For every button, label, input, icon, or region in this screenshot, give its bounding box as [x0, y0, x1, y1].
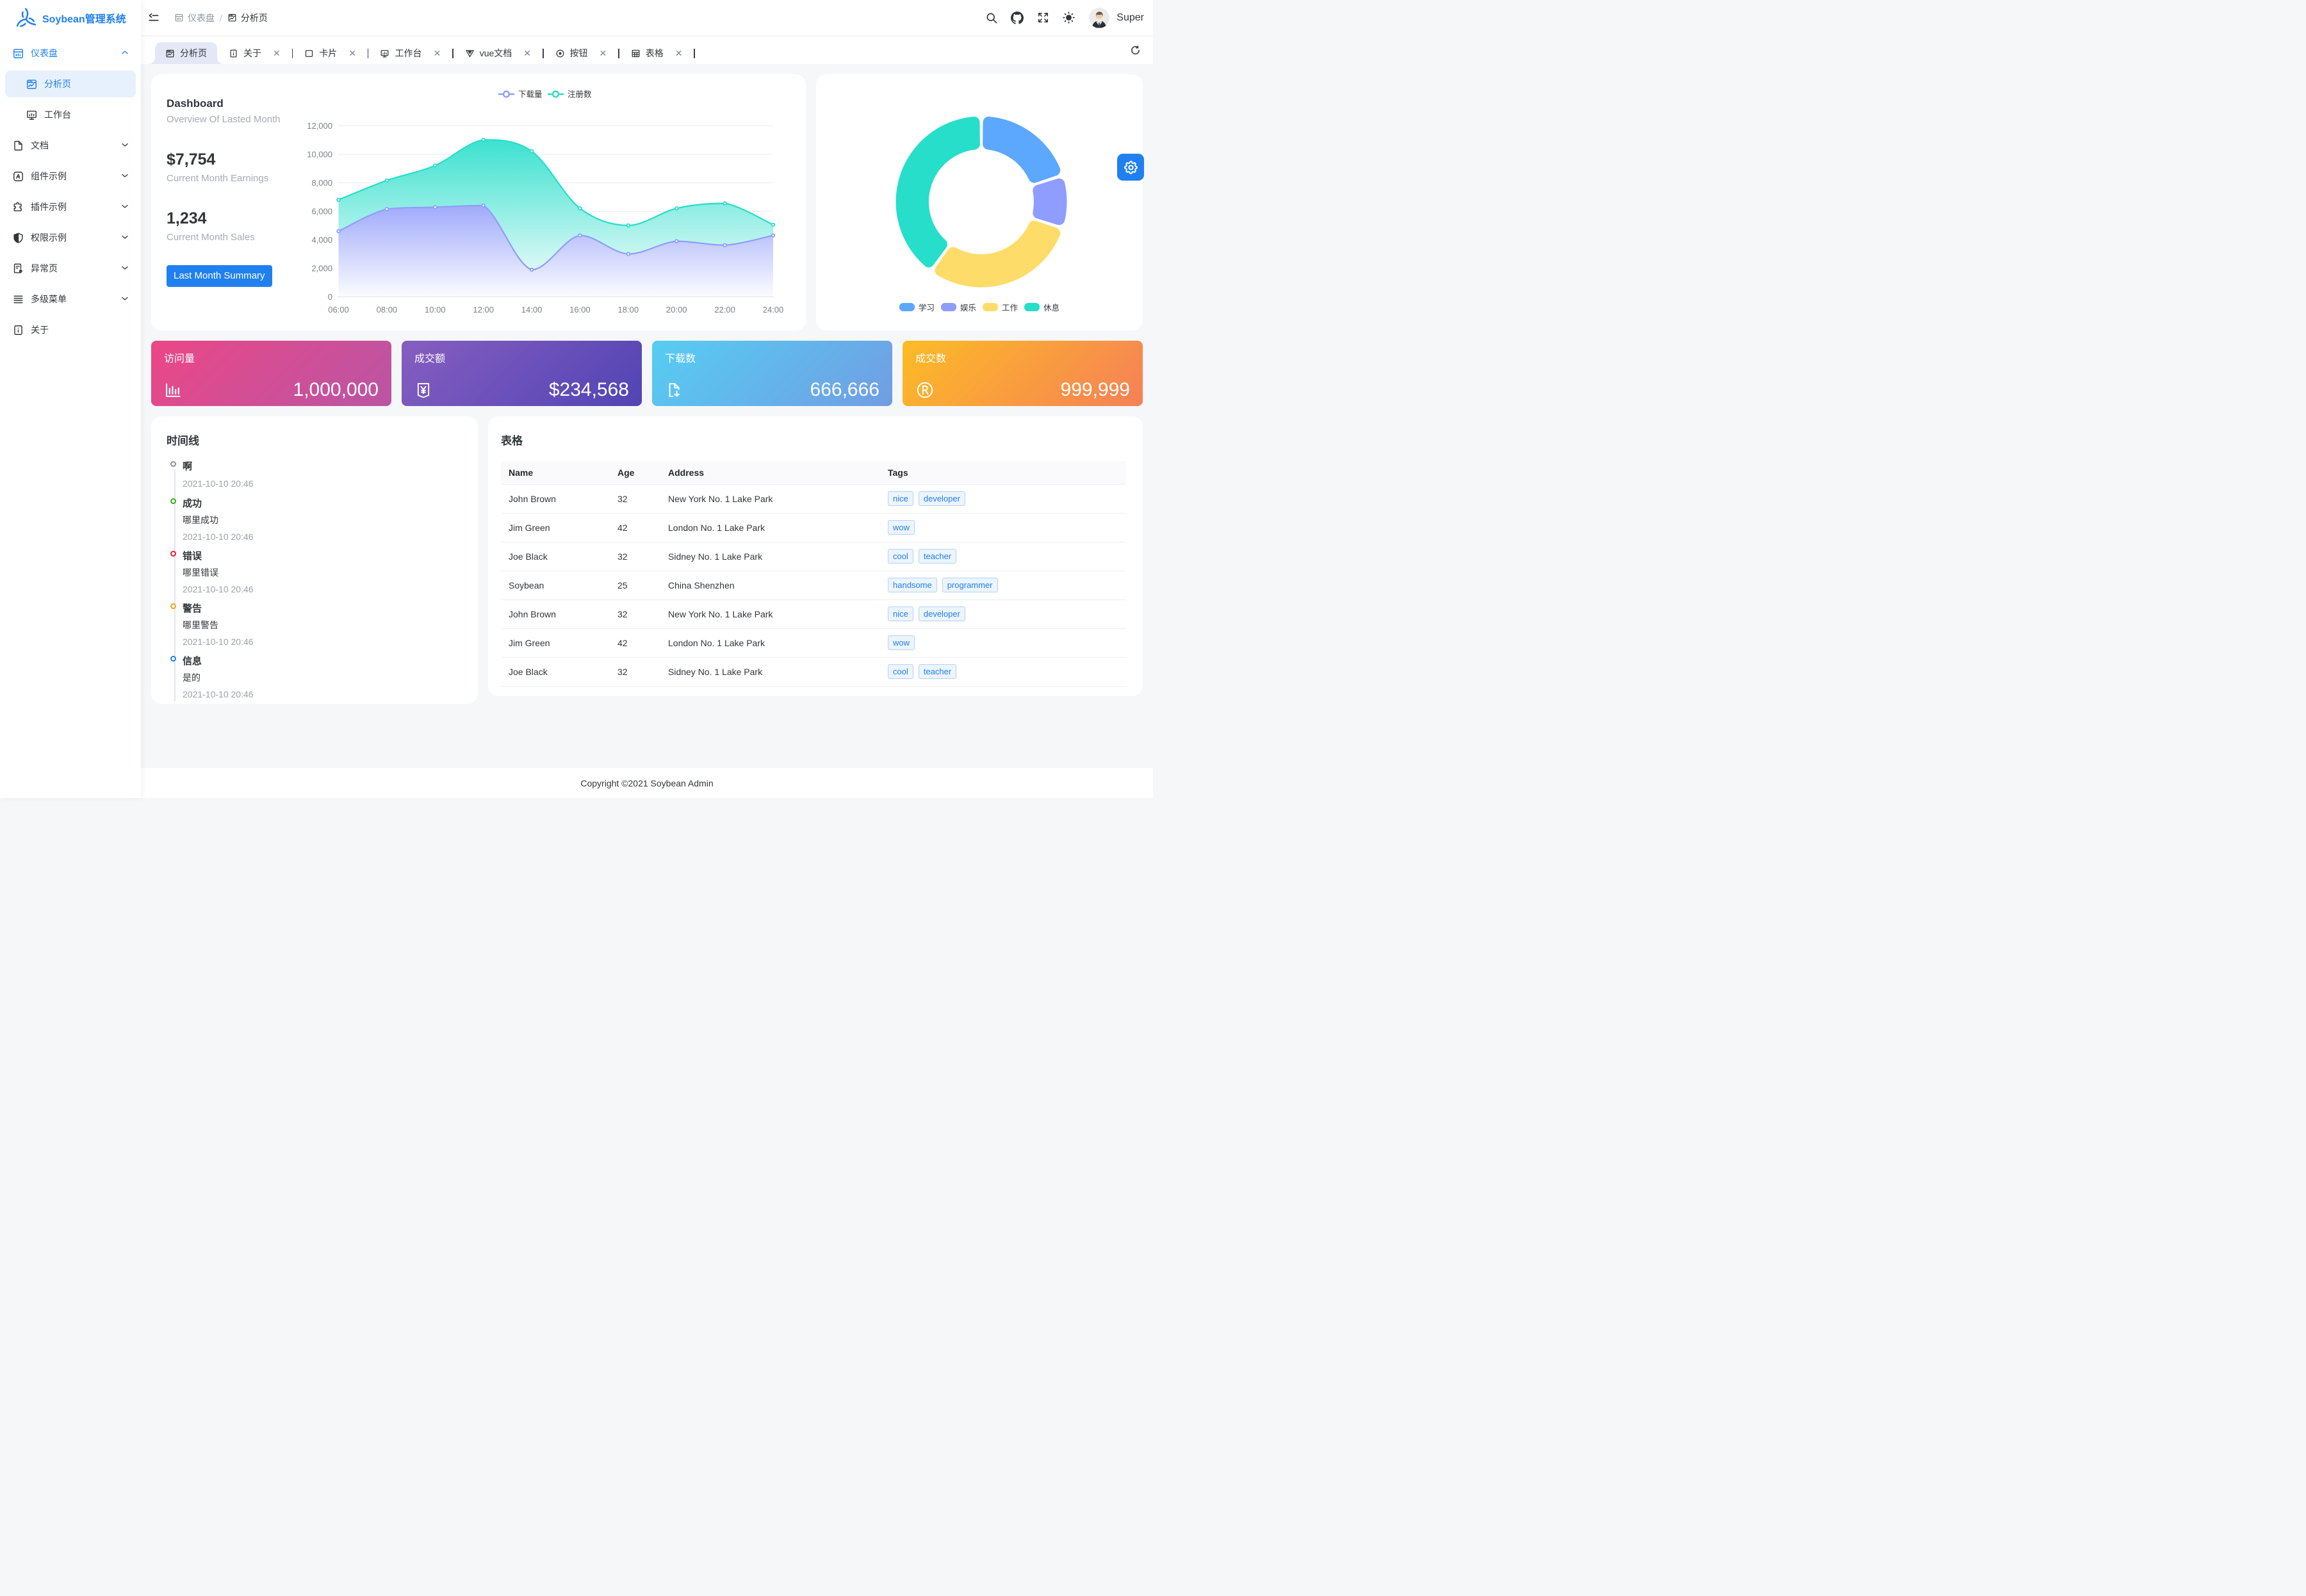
svg-text:16:00: 16:00 [569, 305, 591, 314]
svg-text:下载量: 下载量 [518, 90, 543, 99]
svg-text:10,000: 10,000 [307, 150, 332, 159]
svg-text:06:00: 06:00 [328, 305, 349, 314]
svg-text:12:00: 12:00 [473, 305, 494, 314]
svg-text:6,000: 6,000 [311, 207, 332, 216]
svg-text:24:00: 24:00 [763, 305, 784, 314]
svg-text:12,000: 12,000 [307, 121, 332, 131]
svg-text:2,000: 2,000 [311, 264, 332, 273]
svg-text:20:00: 20:00 [666, 305, 687, 314]
svg-text:8,000: 8,000 [311, 178, 332, 188]
svg-text:注册数: 注册数 [568, 90, 592, 99]
svg-text:14:00: 14:00 [521, 305, 543, 314]
svg-text:08:00: 08:00 [377, 305, 398, 314]
svg-text:4,000: 4,000 [311, 235, 332, 245]
svg-text:10:00: 10:00 [425, 305, 446, 314]
svg-text:0: 0 [328, 292, 332, 302]
svg-text:18:00: 18:00 [618, 305, 639, 314]
svg-text:22:00: 22:00 [714, 305, 735, 314]
